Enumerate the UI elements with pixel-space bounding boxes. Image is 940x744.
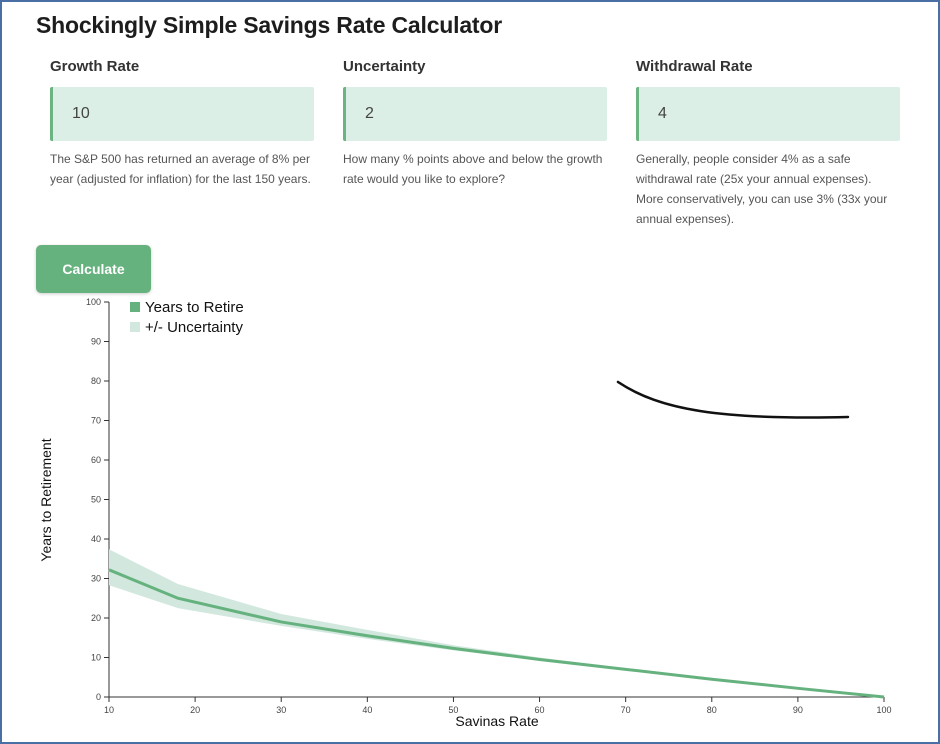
annotation-scribble: [616, 380, 850, 419]
page-title: Shockingly Simple Savings Rate Calculato…: [36, 12, 502, 38]
withdrawal-rate-field: Withdrawal Rate 4 Generally, people cons…: [636, 58, 900, 229]
uncertainty-field: Uncertainty 2 How many % points above an…: [343, 58, 607, 189]
x-axis-label: Savinas Rate: [455, 713, 538, 729]
legend-label-band: +/- Uncertainty: [145, 319, 243, 336]
withdrawal-rate-input[interactable]: 4: [636, 87, 900, 141]
withdrawal-rate-help: Generally, people consider 4% as a safe …: [636, 152, 888, 226]
x-tick-label: 20: [190, 705, 200, 715]
y-tick-label: 90: [91, 337, 101, 347]
x-tick-label: 90: [793, 705, 803, 715]
y-tick-label: 20: [91, 613, 101, 623]
y-tick-label: 0: [96, 692, 101, 702]
x-tick-label: 10: [104, 705, 114, 715]
x-tick-label: 60: [535, 705, 545, 715]
y-tick-label: 40: [91, 534, 101, 544]
y-tick-label: 50: [91, 495, 101, 505]
legend-swatch-band: [130, 322, 140, 332]
y-tick-label: 100: [86, 297, 101, 307]
legend-label-line: Years to Retire: [145, 299, 244, 316]
x-tick-label: 70: [621, 705, 631, 715]
growth-rate-help: The S&P 500 has returned an average of 8…: [50, 152, 311, 186]
growth-rate-label: Growth Rate: [50, 58, 140, 75]
withdrawal-rate-label: Withdrawal Rate: [636, 58, 753, 75]
y-tick-label: 10: [91, 653, 101, 663]
x-tick-label: 50: [448, 705, 458, 715]
y-tick-label: 30: [91, 574, 101, 584]
y-tick-label: 60: [91, 455, 101, 465]
uncertainty-band: [109, 549, 884, 697]
y-axis-label: Years to Retirement: [38, 438, 54, 561]
growth-rate-field: Growth Rate 10 The S&P 500 has returned …: [50, 58, 314, 189]
x-tick-label: 30: [276, 705, 286, 715]
x-tick-label: 80: [707, 705, 717, 715]
years-to-retire-line: [108, 568, 885, 699]
uncertainty-input[interactable]: 2: [343, 87, 607, 141]
uncertainty-help: How many % points above and below the gr…: [343, 152, 603, 186]
calculate-button[interactable]: Calculate: [36, 245, 151, 293]
legend-swatch-line: [130, 302, 140, 312]
x-tick-label: 100: [876, 705, 891, 715]
uncertainty-label: Uncertainty: [343, 58, 426, 75]
y-tick-label: 70: [91, 416, 101, 426]
chart-legend: Years to Retire +/- Uncertainty: [130, 299, 244, 336]
y-tick-label: 80: [91, 376, 101, 386]
x-tick-label: 40: [362, 705, 372, 715]
growth-rate-input[interactable]: 10: [50, 87, 314, 141]
